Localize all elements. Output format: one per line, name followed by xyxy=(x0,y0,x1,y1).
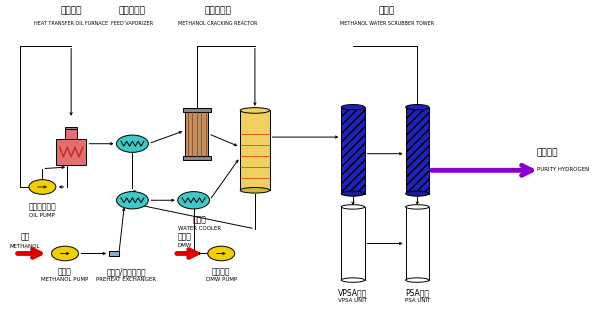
Ellipse shape xyxy=(406,191,429,196)
Text: PURITY HYDROGEN: PURITY HYDROGEN xyxy=(537,167,589,172)
Bar xyxy=(185,112,208,156)
Bar xyxy=(406,107,429,194)
Text: 原料汽化器: 原料汽化器 xyxy=(119,6,146,15)
Bar xyxy=(341,207,365,280)
Ellipse shape xyxy=(406,205,429,209)
Circle shape xyxy=(29,180,56,194)
Circle shape xyxy=(117,135,149,152)
Text: 裂解反应器: 裂解反应器 xyxy=(204,6,231,15)
Text: 反应气/原料换热器: 反应气/原料换热器 xyxy=(106,268,146,277)
Bar xyxy=(65,129,77,139)
Text: 脱盐水: 脱盐水 xyxy=(177,233,192,242)
Text: PREHEAT EXCHANGER: PREHEAT EXCHANGER xyxy=(96,278,157,283)
Circle shape xyxy=(117,192,149,209)
Ellipse shape xyxy=(240,187,270,193)
Bar xyxy=(341,107,365,194)
Text: HEAT TRANSFER OIL FURNACE: HEAT TRANSFER OIL FURNACE xyxy=(34,21,108,26)
Ellipse shape xyxy=(406,105,429,110)
Text: FEED VAPORIZER: FEED VAPORIZER xyxy=(111,21,154,26)
Text: VPSA脱碳: VPSA脱碳 xyxy=(338,288,368,297)
Ellipse shape xyxy=(341,191,365,196)
Text: 水洗塔: 水洗塔 xyxy=(379,6,395,15)
Text: 水冷器: 水冷器 xyxy=(193,215,207,224)
Ellipse shape xyxy=(341,105,365,110)
Ellipse shape xyxy=(240,108,270,113)
Text: METHANOL CRACKING REACTOR: METHANOL CRACKING REACTOR xyxy=(179,21,258,26)
Text: 脱盐水泵: 脱盐水泵 xyxy=(212,268,230,277)
Text: DMW PUMP: DMW PUMP xyxy=(206,278,237,283)
Circle shape xyxy=(52,246,79,261)
Text: OIL PUMP: OIL PUMP xyxy=(29,212,55,217)
Bar xyxy=(182,108,211,112)
Ellipse shape xyxy=(341,205,365,209)
Text: 甲醇: 甲醇 xyxy=(21,233,30,242)
Text: PSA提氢: PSA提氢 xyxy=(405,288,429,297)
Text: 导热油循环泵: 导热油循环泵 xyxy=(28,203,56,212)
Bar xyxy=(406,207,429,280)
Text: 高纯氢气: 高纯氢气 xyxy=(537,148,558,157)
Ellipse shape xyxy=(341,278,365,282)
Bar xyxy=(240,111,270,190)
Ellipse shape xyxy=(406,278,429,282)
Text: PSA UNIT: PSA UNIT xyxy=(405,298,430,303)
Text: 导热油炉: 导热油炉 xyxy=(60,6,82,15)
Text: DMW: DMW xyxy=(177,243,192,248)
Text: METHANOL: METHANOL xyxy=(10,244,41,249)
Bar xyxy=(182,156,211,160)
Circle shape xyxy=(208,246,235,261)
Text: 甲醇泵: 甲醇泵 xyxy=(58,268,72,277)
Text: METHANOL PUMP: METHANOL PUMP xyxy=(41,278,88,283)
Bar xyxy=(109,251,119,256)
Bar xyxy=(56,139,87,165)
Bar xyxy=(65,127,77,129)
Text: VPSA UNIT: VPSA UNIT xyxy=(338,298,368,303)
Circle shape xyxy=(177,192,209,209)
Text: METHANOL WATER SCRUBBER TOWER: METHANOL WATER SCRUBBER TOWER xyxy=(340,21,433,26)
Text: WATER COOLER: WATER COOLER xyxy=(178,225,222,230)
